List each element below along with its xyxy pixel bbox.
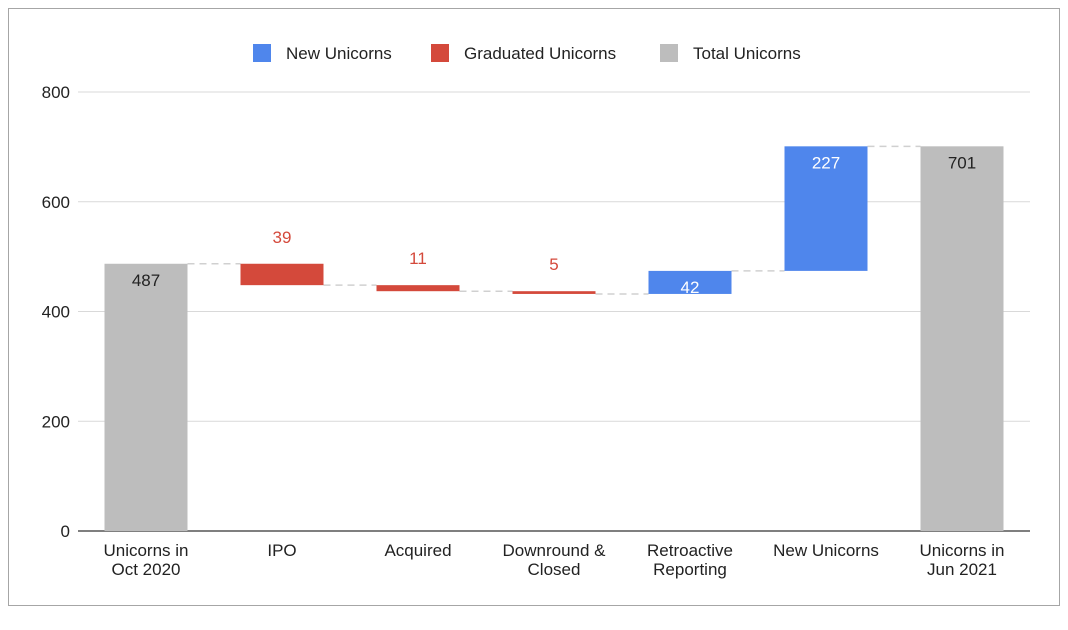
y-tick-label: 800: [42, 83, 70, 102]
y-tick-label: 0: [61, 522, 70, 541]
y-tick-label: 600: [42, 193, 70, 212]
x-category-label: New Unicorns: [773, 541, 879, 560]
x-category-label: Retroactive: [647, 541, 733, 560]
data-label: 487: [132, 271, 160, 290]
x-category-label: Oct 2020: [112, 560, 181, 579]
data-label: 11: [409, 249, 427, 268]
legend-swatch: [431, 44, 449, 62]
x-category-label: IPO: [267, 541, 296, 560]
bar-increase: [784, 146, 868, 271]
bar-total: [920, 146, 1004, 532]
bar-decrease: [240, 263, 324, 286]
data-label: 39: [273, 228, 292, 247]
legend-swatch: [253, 44, 271, 62]
x-category-label: Reporting: [653, 560, 727, 579]
legend-swatch: [660, 44, 678, 62]
data-label: 701: [948, 153, 976, 172]
legend: New Unicorns Graduated Unicorns Total Unic…: [253, 44, 801, 63]
bars: [104, 146, 1004, 532]
connector-lines: [187, 145, 921, 295]
x-category-label: Jun 2021: [927, 560, 997, 579]
x-category-label: Acquired: [384, 541, 451, 560]
bar-decrease: [376, 285, 460, 292]
x-category-label: Downround &: [502, 541, 606, 560]
gridlines: [78, 91, 1030, 532]
legend-label: Graduated Unicorns: [464, 44, 616, 63]
x-category-label: Closed: [528, 560, 581, 579]
data-labels: 487 39 11 5 42 227 701: [132, 153, 976, 297]
legend-label: New Unicorns: [286, 44, 392, 63]
x-category-label: Unicorns in: [919, 541, 1004, 560]
data-label: 42: [681, 278, 700, 297]
data-label: 5: [549, 255, 558, 274]
bar-increase: [648, 270, 732, 294]
y-tick-label: 200: [42, 412, 70, 431]
y-axis-ticks: 0 200 400 600 800: [42, 83, 70, 541]
bar-total: [104, 263, 188, 531]
x-category-label: Unicorns in: [103, 541, 188, 560]
legend-label: Total Unicorns: [693, 44, 801, 63]
y-tick-label: 400: [42, 303, 70, 322]
bar-decrease: [512, 291, 596, 294]
data-label: 227: [812, 153, 840, 172]
